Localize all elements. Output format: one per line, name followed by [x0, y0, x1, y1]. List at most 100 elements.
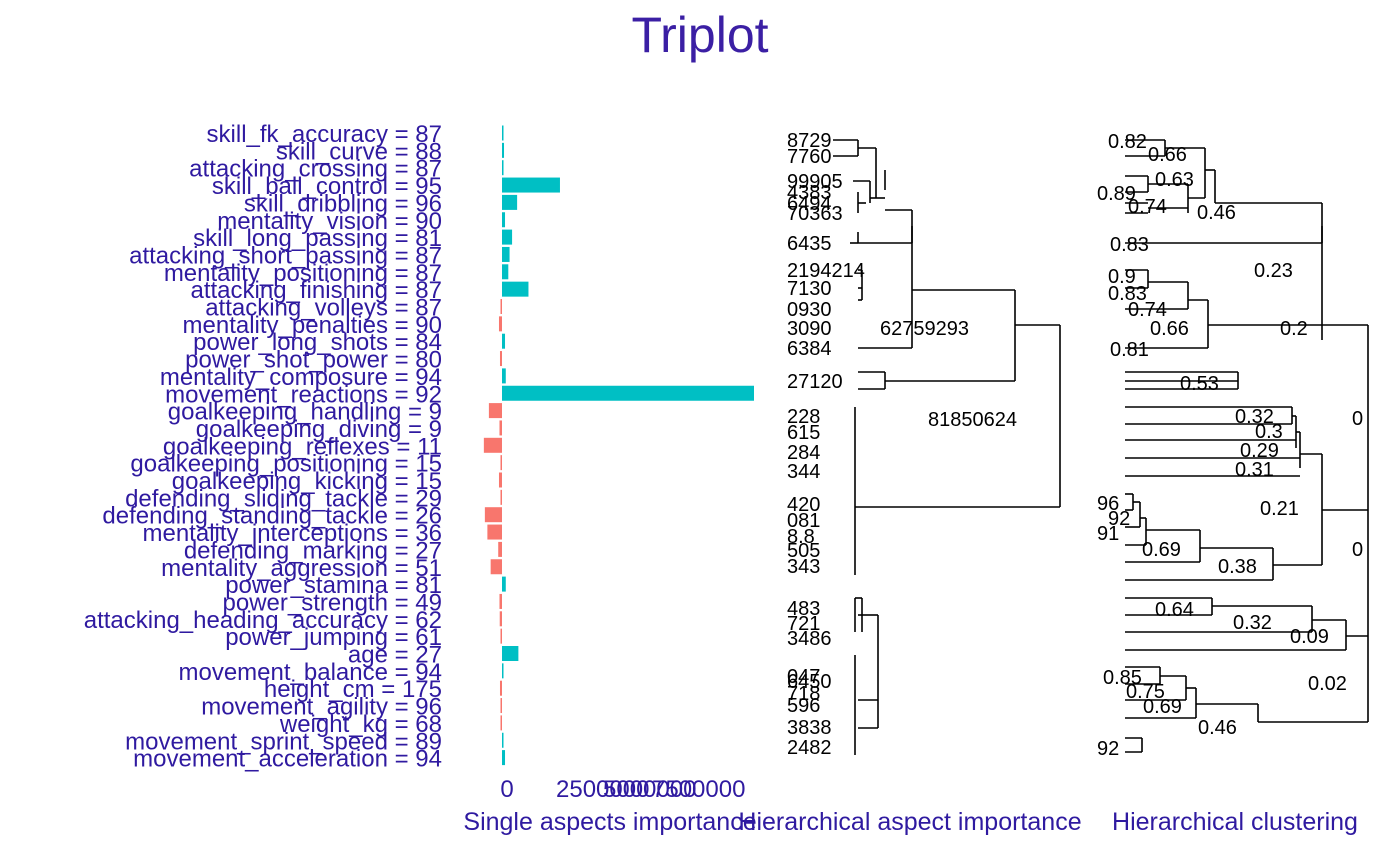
importance-bar: [500, 455, 502, 471]
category-label: mentality_interceptions = 36: [142, 520, 442, 547]
category-label: movement_sprint_speed = 89: [125, 728, 442, 755]
importance-bar: [502, 576, 506, 592]
leaf-label: 596: [787, 695, 820, 717]
leaf-label: 3838: [787, 717, 832, 739]
leaf-label: 7130: [787, 278, 832, 300]
category-label: mentality_composure = 94: [160, 364, 442, 391]
node-label: 0.29: [1240, 440, 1279, 462]
importance-bar: [500, 299, 502, 314]
x-axis-label: Hierarchical aspect importance: [738, 808, 1081, 836]
category-label: attacking_crossing = 87: [189, 156, 442, 183]
node-label: 0.69: [1142, 539, 1181, 561]
leaf-label: 718: [787, 683, 820, 705]
importance-bar: [499, 420, 502, 436]
category-label: mentality_vision = 90: [217, 208, 442, 235]
leaf-label: 6450: [787, 671, 832, 693]
node-label: 0.64: [1155, 599, 1194, 621]
importance-bar: [502, 177, 560, 193]
leaf-label: 6384: [787, 338, 832, 360]
node-label: 0.46: [1198, 717, 1237, 739]
leaf-label: 6494: [787, 193, 832, 215]
leaf-label: 505: [787, 540, 820, 562]
leaf-label: 3090: [787, 318, 832, 340]
x-tick-label: 2500000: [556, 776, 649, 803]
importance-bar: [484, 507, 502, 523]
leaf-label: 0930: [787, 299, 832, 321]
category-label: skill_long_passing = 81: [193, 225, 442, 252]
importance-bar: [502, 750, 506, 766]
node-label: 81850624: [928, 409, 1017, 431]
x-tick-label: 5000000: [603, 776, 696, 803]
leaf-label: 70363: [787, 203, 843, 225]
importance-bar: [490, 559, 502, 575]
category-label: power_jumping = 61: [225, 624, 442, 651]
leaf-label: 420: [787, 494, 820, 516]
importance-bar: [498, 316, 502, 332]
node-label: 0.63: [1155, 169, 1194, 191]
category-label: power_stamina = 81: [225, 572, 442, 599]
chart-title: Triplot: [631, 7, 769, 63]
importance-bar: [502, 264, 509, 280]
category-label: goalkeeping_positioning = 15: [130, 451, 442, 478]
node-label: 62759293: [880, 318, 969, 340]
leaf-label: 27120: [787, 371, 843, 393]
importance-bar: [502, 229, 513, 245]
node-label: 0.74: [1128, 299, 1167, 321]
importance-bar: [502, 212, 506, 228]
category-label: skill_curve = 88: [276, 138, 442, 165]
node-label: 0.66: [1148, 144, 1187, 166]
leaf-label: 7760: [787, 146, 832, 168]
leaf-label: 2194214: [787, 260, 865, 282]
importance-bar: [499, 611, 502, 627]
leaf-label: 3486: [787, 628, 832, 650]
category-label: attacking_short_passing = 87: [129, 242, 442, 269]
x-axis-label: Hierarchical clustering: [1112, 808, 1358, 836]
category-label: mentality_positioning = 87: [164, 260, 442, 287]
category-label: movement_reactions = 92: [165, 381, 442, 408]
node-label: 0.21: [1260, 498, 1299, 520]
leaf-label: 343: [787, 556, 820, 578]
category-label: movement_agility = 96: [201, 694, 442, 721]
importance-bar: [498, 472, 502, 488]
node-label: 0.66: [1150, 318, 1189, 340]
category-label: defending_marking = 27: [184, 537, 442, 564]
importance-bar: [502, 160, 504, 176]
leaf-label: 8729: [787, 130, 832, 152]
node-label: 0.3: [1255, 421, 1283, 443]
x-tick-label: 0: [500, 776, 513, 803]
importance-bar: [502, 194, 518, 210]
importance-bar: [487, 524, 502, 540]
leaf-label: 228: [787, 406, 820, 428]
importance-bar: [502, 385, 754, 401]
importance-bar: [500, 715, 502, 731]
hierarchical-clustering-panel: 0.820.660.630.890.74 0.460.830.230.90.830…: [1097, 131, 1369, 836]
leaf-label: 344: [787, 461, 820, 483]
importance-bar: [502, 663, 504, 679]
importance-bar: [500, 698, 502, 714]
importance-bar: [499, 680, 502, 696]
importance-bar: [500, 489, 502, 505]
importance-bar: [502, 732, 504, 748]
category-label: power_long_shots = 84: [193, 329, 442, 356]
category-label: skill_dribbling = 96: [244, 190, 442, 217]
category-label: height_cm = 175: [264, 676, 442, 703]
node-label: 0.53: [1180, 373, 1219, 395]
node-label: 0.46: [1197, 202, 1236, 224]
node-label: 0.23: [1254, 260, 1293, 282]
importance-bar: [499, 351, 502, 367]
category-label: weight_kg = 68: [279, 711, 442, 738]
importance-bar: [502, 281, 529, 297]
category-label: attacking_finishing = 87: [190, 277, 442, 304]
node-label: 0.32: [1233, 612, 1272, 634]
importance-bar: [502, 646, 519, 661]
node-label: 0.09: [1290, 626, 1329, 648]
importance-bar: [500, 628, 502, 644]
importance-bar: [502, 246, 510, 262]
node-label: 0.31: [1235, 459, 1274, 481]
node-label: 0.89: [1097, 183, 1136, 205]
node-label: 0.32: [1235, 406, 1274, 428]
category-label: power_shot_power = 80: [185, 347, 442, 374]
importance-bar: [502, 368, 506, 384]
leaf-label: 2482: [787, 737, 832, 759]
